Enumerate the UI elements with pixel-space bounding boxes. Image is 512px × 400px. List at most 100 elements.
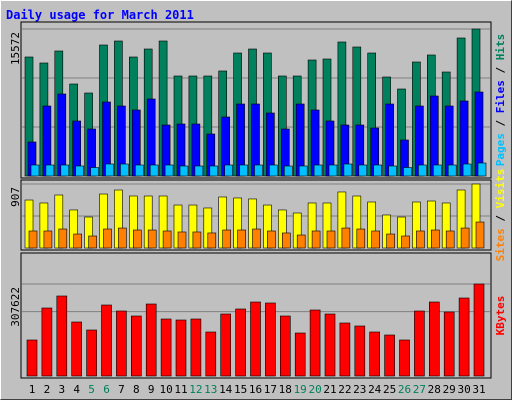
- bar: [30, 164, 40, 177]
- bar: [194, 165, 204, 177]
- bar: [88, 235, 97, 249]
- bar: [460, 227, 470, 249]
- bar: [385, 103, 394, 177]
- bar: [56, 295, 68, 377]
- x-tick-label: 10: [159, 383, 172, 396]
- bar: [164, 164, 174, 177]
- bar: [473, 283, 485, 377]
- bar: [145, 303, 157, 377]
- bar: [416, 230, 425, 249]
- legend: Pages / Files / Hits: [494, 34, 507, 167]
- x-tick-label: 18: [279, 383, 292, 396]
- bar: [401, 235, 410, 249]
- x-tick-label: 28: [428, 383, 441, 396]
- bar: [354, 325, 366, 377]
- bar: [458, 297, 470, 377]
- bar: [269, 164, 278, 177]
- x-tick-label: 7: [118, 383, 125, 396]
- bar: [101, 304, 112, 377]
- bar: [295, 103, 305, 177]
- bar: [254, 164, 263, 177]
- bar: [28, 230, 38, 249]
- bar: [250, 301, 261, 377]
- bar: [86, 329, 97, 377]
- x-tick-label: 26: [398, 383, 411, 396]
- bar: [298, 165, 308, 177]
- bar: [447, 164, 457, 177]
- bar: [26, 339, 38, 377]
- x-tick-label: 22: [338, 383, 351, 396]
- bar: [41, 307, 53, 377]
- x-tick-label: 23: [353, 383, 366, 396]
- x-tick-label: 1: [29, 383, 36, 396]
- x-tick-label: 4: [73, 383, 80, 396]
- y-tick-label: 907: [9, 187, 22, 207]
- bar: [58, 228, 68, 249]
- bar: [313, 164, 323, 177]
- bar: [265, 302, 276, 377]
- bar: [222, 229, 231, 249]
- bar: [175, 319, 187, 377]
- legend: KBytes: [494, 296, 507, 336]
- x-tick-label: 24: [368, 383, 382, 396]
- bar: [237, 229, 246, 249]
- bar: [162, 230, 172, 249]
- bar: [207, 232, 217, 249]
- bar: [429, 95, 439, 177]
- legend-separator: /: [494, 113, 507, 133]
- bar: [283, 165, 293, 177]
- legend-entry: Sites: [494, 228, 507, 261]
- x-tick-label: 19: [294, 383, 307, 396]
- x-tick-label: 2: [44, 383, 51, 396]
- bar: [239, 164, 248, 177]
- y-tick-label: 15572: [9, 32, 22, 65]
- bar: [45, 164, 55, 177]
- bar: [279, 315, 291, 377]
- x-tick-label: 6: [103, 383, 110, 396]
- bar: [149, 164, 159, 177]
- bar: [328, 164, 338, 177]
- bar: [388, 165, 397, 177]
- x-tick-label: 5: [88, 383, 95, 396]
- bar: [443, 311, 455, 377]
- bar: [43, 230, 53, 249]
- bar: [75, 165, 84, 177]
- x-tick-label: 17: [264, 383, 277, 396]
- legend-separator: /: [494, 60, 507, 80]
- bar: [224, 164, 233, 177]
- chart-title: Daily usage for March 2011: [6, 8, 194, 22]
- bar: [386, 233, 395, 249]
- bar: [252, 228, 261, 249]
- legend-entry: Hits: [494, 34, 507, 61]
- x-tick-label: 9: [148, 383, 155, 396]
- bar: [209, 165, 219, 177]
- bar: [133, 229, 142, 249]
- bar: [116, 310, 127, 377]
- bar: [103, 228, 112, 249]
- legend-entry: Files: [494, 80, 507, 113]
- bar: [326, 230, 336, 249]
- x-tick-label: 20: [308, 383, 321, 396]
- bar: [281, 232, 291, 249]
- bar: [120, 163, 129, 177]
- x-tick-label: 15: [234, 383, 247, 396]
- bar: [118, 227, 127, 249]
- bar: [369, 331, 381, 377]
- bar: [160, 318, 172, 377]
- bar: [296, 234, 306, 249]
- legend: Sites / Visits: [494, 169, 507, 262]
- bar: [324, 313, 336, 377]
- bar: [135, 164, 144, 177]
- bar: [384, 334, 395, 377]
- bar: [146, 98, 156, 177]
- legend-entry: Visits: [494, 169, 507, 209]
- x-tick-label: 30: [457, 383, 470, 396]
- bar: [358, 164, 368, 177]
- bar: [57, 93, 67, 177]
- bar: [356, 228, 366, 249]
- legend-entry: KBytes: [494, 296, 507, 336]
- bar: [147, 229, 157, 249]
- x-tick-label: 14: [219, 383, 233, 396]
- bar: [341, 227, 351, 249]
